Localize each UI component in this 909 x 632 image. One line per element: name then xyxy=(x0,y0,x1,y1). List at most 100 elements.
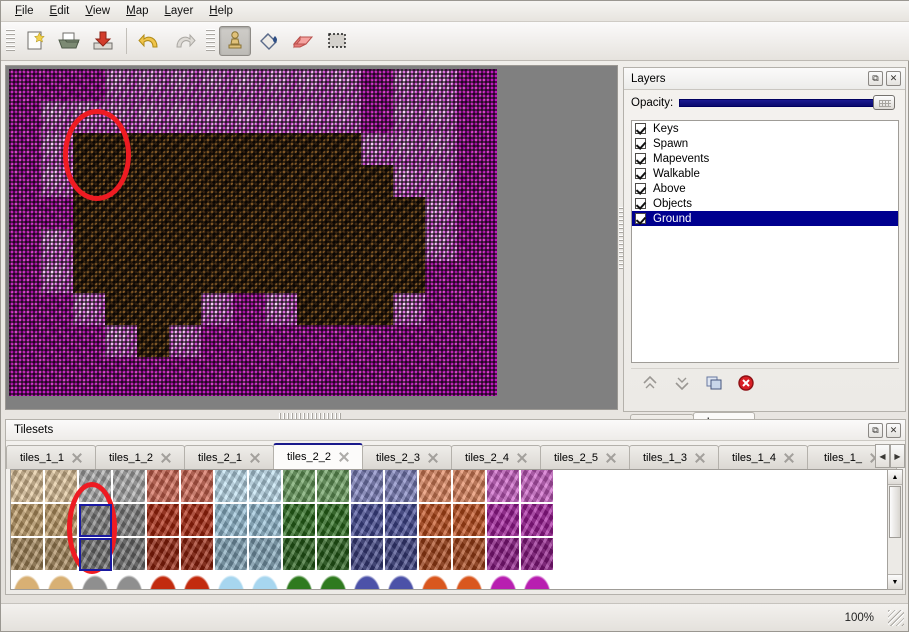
map-tile[interactable] xyxy=(233,293,265,325)
opacity-slider[interactable] xyxy=(679,94,895,112)
float-icon[interactable]: ⧉ xyxy=(868,422,883,438)
map-tile[interactable] xyxy=(137,357,169,389)
map-tile[interactable] xyxy=(169,165,201,197)
map-tile[interactable] xyxy=(137,325,169,357)
menu-layer[interactable]: Layer xyxy=(164,5,194,17)
map-tile[interactable] xyxy=(201,69,233,101)
map-tile[interactable] xyxy=(169,197,201,229)
tileset-cell[interactable] xyxy=(79,470,112,503)
map-tile[interactable] xyxy=(393,357,425,389)
tileset-cell[interactable] xyxy=(283,470,316,503)
map-tile[interactable] xyxy=(201,357,233,389)
tileset-cell[interactable] xyxy=(487,470,520,503)
tileset-cell[interactable] xyxy=(215,572,248,589)
tileset-cell[interactable] xyxy=(113,572,146,589)
tileset-cell[interactable] xyxy=(453,504,486,537)
map-tile[interactable] xyxy=(265,261,297,293)
map-tile[interactable] xyxy=(137,261,169,293)
map-tile[interactable] xyxy=(329,357,361,389)
undo-button[interactable] xyxy=(134,26,166,56)
tileset-tab-tiles_2_1[interactable]: tiles_2_1 xyxy=(184,445,274,469)
layer-row[interactable]: Mapevents xyxy=(632,151,898,166)
map-tile[interactable] xyxy=(457,357,489,389)
close-tab-icon[interactable] xyxy=(606,453,616,463)
map-tile[interactable] xyxy=(233,101,265,133)
tileset-scrollbar[interactable]: ▲ ▼ xyxy=(887,469,903,590)
map-tile[interactable] xyxy=(393,133,425,165)
map-tile[interactable] xyxy=(233,133,265,165)
map-tile[interactable] xyxy=(169,261,201,293)
map-tile[interactable] xyxy=(169,293,201,325)
layer-row[interactable]: Above xyxy=(632,181,898,196)
tileset-cell[interactable] xyxy=(521,504,554,537)
map-tile[interactable] xyxy=(105,69,137,101)
tileset-cell[interactable] xyxy=(317,538,350,571)
tileset-cell[interactable] xyxy=(487,572,520,589)
tileset-cell[interactable] xyxy=(419,538,452,571)
map-tile[interactable] xyxy=(425,101,457,133)
map-tile[interactable] xyxy=(361,325,393,357)
tileset-cell[interactable] xyxy=(113,538,146,571)
map-tile[interactable] xyxy=(457,101,489,133)
map-tile[interactable] xyxy=(425,69,457,101)
menu-map[interactable]: Map xyxy=(126,5,149,17)
map-tile[interactable] xyxy=(361,69,393,101)
map-tile[interactable] xyxy=(73,325,105,357)
map-tile[interactable] xyxy=(201,165,233,197)
map-tile[interactable] xyxy=(201,325,233,357)
tileset-cell[interactable] xyxy=(181,538,214,571)
map-tile[interactable] xyxy=(361,293,393,325)
menu-edit[interactable]: Edit xyxy=(49,5,70,17)
close-tab-icon[interactable] xyxy=(250,453,260,463)
map-tile[interactable] xyxy=(201,101,233,133)
tileset-grid-container[interactable] xyxy=(10,469,889,590)
canvas-horizontal-splitter[interactable] xyxy=(1,412,618,419)
tileset-cell[interactable] xyxy=(11,538,44,571)
close-icon[interactable]: ✕ xyxy=(886,422,901,438)
map-tile[interactable] xyxy=(457,325,489,357)
tileset-cell[interactable] xyxy=(11,470,44,503)
tileset-cell[interactable] xyxy=(147,504,180,537)
tileset-cell[interactable] xyxy=(419,572,452,589)
map-tile[interactable] xyxy=(105,325,137,357)
tileset-cell[interactable] xyxy=(453,470,486,503)
map-tile[interactable] xyxy=(393,293,425,325)
layer-visibility-checkbox[interactable] xyxy=(635,123,646,134)
map-tile[interactable] xyxy=(73,165,105,197)
map-tile[interactable] xyxy=(73,197,105,229)
move-layer-down-button[interactable] xyxy=(669,372,695,394)
tab-scroll-right-button[interactable]: ▶ xyxy=(890,444,905,468)
layer-row[interactable]: Objects xyxy=(632,196,898,211)
map-tile[interactable] xyxy=(201,229,233,261)
map-tile[interactable] xyxy=(9,133,41,165)
tileset-tab-tiles_2_2[interactable]: tiles_2_2 xyxy=(273,443,363,469)
map-tile[interactable] xyxy=(361,229,393,261)
tileset-cell[interactable] xyxy=(79,504,112,537)
map-tile[interactable] xyxy=(457,293,489,325)
map-tile[interactable] xyxy=(297,325,329,357)
map-tile[interactable] xyxy=(361,133,393,165)
map-tile[interactable] xyxy=(393,261,425,293)
tileset-cell[interactable] xyxy=(147,572,180,589)
tileset-cell[interactable] xyxy=(113,504,146,537)
map-tile[interactable] xyxy=(41,229,73,261)
map-tile[interactable] xyxy=(393,101,425,133)
map-tile[interactable] xyxy=(9,357,41,389)
move-layer-up-button[interactable] xyxy=(637,372,663,394)
map-tile[interactable] xyxy=(233,229,265,261)
tileset-cell[interactable] xyxy=(351,470,384,503)
map-tile[interactable] xyxy=(169,357,201,389)
tileset-cell[interactable] xyxy=(385,470,418,503)
map-tile[interactable] xyxy=(297,293,329,325)
map-tile[interactable] xyxy=(73,261,105,293)
tileset-cell[interactable] xyxy=(45,504,78,537)
map-tile[interactable] xyxy=(73,293,105,325)
layer-visibility-checkbox[interactable] xyxy=(635,213,646,224)
map-tile[interactable] xyxy=(265,101,297,133)
map-tile[interactable] xyxy=(297,229,329,261)
map-tile[interactable] xyxy=(329,101,361,133)
bucket-fill-button[interactable] xyxy=(253,26,285,56)
map-tile[interactable] xyxy=(9,69,41,101)
tileset-cell[interactable] xyxy=(215,470,248,503)
tileset-cell[interactable] xyxy=(351,538,384,571)
